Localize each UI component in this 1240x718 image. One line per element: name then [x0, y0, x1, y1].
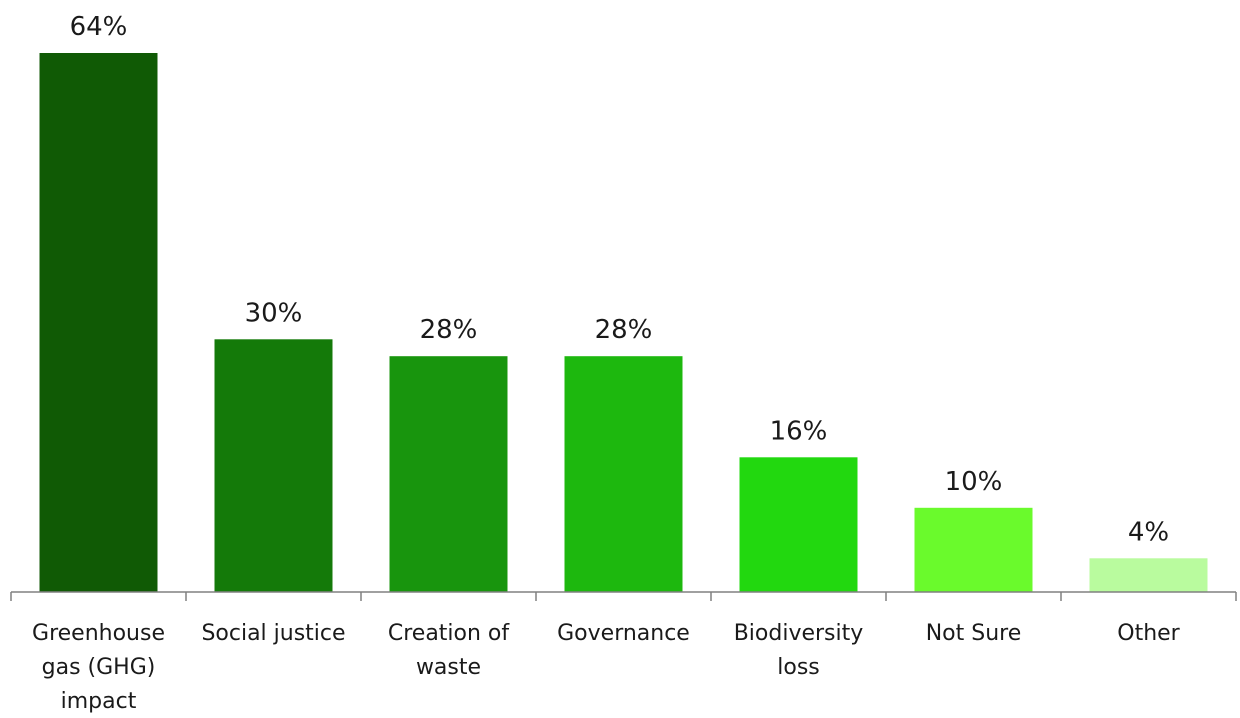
value-labels-group: 64% 30% 28% 28% 16% 10% 4% — [70, 12, 1170, 547]
bar-value-label: 28% — [595, 315, 653, 345]
bar — [914, 507, 1033, 592]
bar-value-label: 4% — [1128, 517, 1169, 547]
bar-value-label: 30% — [245, 298, 303, 328]
bar — [564, 356, 683, 592]
category-labels-group: Greenhouse gas (GHG) impact Social justice C… — [32, 621, 1181, 714]
category-label: Greenhouse gas (GHG) impact — [32, 621, 165, 714]
bar — [214, 339, 333, 592]
category-label: Other — [1117, 621, 1180, 646]
category-label: Governance — [557, 621, 690, 646]
category-label: Not Sure — [926, 621, 1022, 646]
bar — [1089, 558, 1208, 592]
category-label: Creation of waste — [388, 621, 511, 680]
bar-value-label: 10% — [945, 467, 1003, 497]
category-label: Biodiversity loss — [734, 621, 864, 680]
bar — [739, 457, 858, 593]
bar — [39, 53, 158, 592]
bar-value-label: 16% — [770, 416, 828, 446]
category-label: Social justice — [201, 621, 345, 646]
bar-value-label: 64% — [70, 12, 128, 42]
bar — [389, 356, 508, 592]
x-axis — [10, 591, 1237, 601]
bars-group — [39, 53, 1208, 593]
bar-value-label: 28% — [420, 315, 478, 345]
